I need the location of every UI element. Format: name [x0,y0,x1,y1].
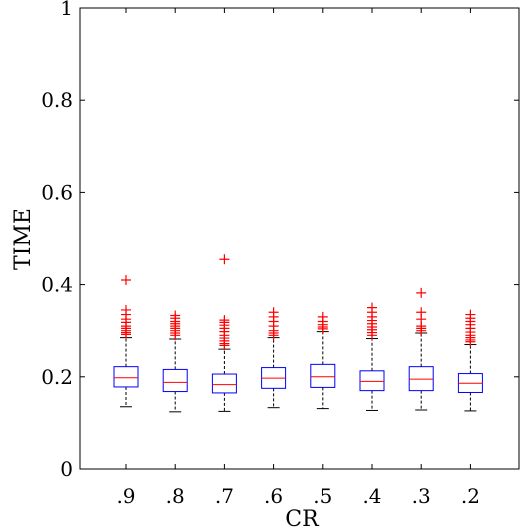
y-tick-label: 0.4 [41,273,73,297]
boxes-group [113,254,483,413]
plot-area [79,7,520,470]
y-tick-label: 0 [60,457,73,481]
iqr-box [310,363,336,388]
x-axis-title: CR [285,507,320,528]
x-tick-label: .8 [166,484,185,508]
outlier-marker [219,315,230,326]
iqr-box [359,370,385,392]
x-tick-label: .4 [362,484,381,508]
outlier-marker [170,310,181,321]
y-axis-title: TIME [11,208,36,270]
y-tick-label: 0.8 [41,88,73,112]
outlier-marker [121,274,131,285]
x-tick-label: .3 [412,484,431,508]
iqr-box [162,368,188,393]
box-cr-7 [211,254,237,412]
x-tick-label: .9 [116,484,135,508]
box-cr-9 [113,274,139,408]
box-cr-3 [408,287,434,411]
box-cr-5 [310,311,336,410]
y-tick-label: 0.2 [41,365,73,389]
outlier-marker [219,254,230,265]
x-tick-label: .2 [461,484,480,508]
outlier-marker [465,309,476,320]
box-cr-4 [359,302,385,411]
iqr-box [211,373,237,394]
y-tick-label: 0.6 [41,180,73,204]
y-tick-label: 1 [60,0,73,20]
outlier-marker [121,304,131,315]
outlier-marker [268,307,279,318]
iqr-box [113,366,139,388]
x-tick-label: .5 [313,484,332,508]
box-cr-8 [162,310,188,413]
outlier-marker [416,287,427,298]
x-tick-label: .7 [215,484,234,508]
box-cr-2 [457,309,483,412]
x-axis: .9 .8 .7 .6 .5 .4 .3 .2 [116,8,480,508]
outlier-marker [317,311,328,322]
y-axis: 0 0.2 0.4 0.6 0.8 1 [41,0,519,481]
outlier-marker [416,307,427,318]
x-tick-label: .6 [264,484,283,508]
outlier-marker [367,302,377,313]
box-cr-6 [261,307,287,409]
